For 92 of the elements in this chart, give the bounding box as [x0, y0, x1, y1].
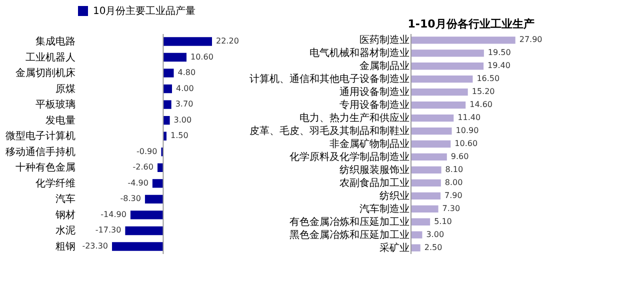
category-label: 采矿业 [380, 242, 410, 254]
bar [411, 218, 430, 226]
category-label: 汽车 [56, 194, 76, 206]
data-label: 2.50 [424, 242, 442, 252]
category-label: 水泥 [56, 226, 76, 237]
category-label: 粗钢 [56, 242, 76, 253]
data-label: -14.90 [100, 210, 126, 219]
category-label: 微型电子计算机 [6, 131, 76, 142]
data-label: -0.90 [136, 146, 158, 156]
data-label: -8.30 [120, 194, 141, 204]
category-label: 化学原料及化学制品制造业 [290, 152, 410, 163]
category-label: 医药制造业 [360, 35, 410, 46]
data-label: 3.00 [174, 115, 192, 124]
bar [163, 52, 187, 62]
legend-label: 10月份主要工业品产量 [93, 5, 196, 17]
bar [411, 244, 420, 252]
category-label: 十种有色金属 [16, 162, 76, 174]
category-label: 非金属矿物制品业 [330, 139, 410, 150]
category-label: 化学纤维 [36, 178, 76, 190]
bar [411, 62, 484, 70]
bar [411, 88, 468, 96]
bar [163, 116, 170, 125]
category-label: 移动通信手持机 [6, 146, 76, 158]
data-label: -23.30 [82, 242, 108, 251]
category-label: 金属制品业 [360, 61, 410, 72]
bar [152, 179, 164, 188]
category-label: 黑色金属冶炼和压延加工业 [290, 230, 410, 241]
category-label: 通用设备制造业 [340, 87, 410, 98]
category-label: 有色金属冶炼和压延加工业 [290, 216, 410, 228]
bar [411, 50, 484, 57]
data-label: 19.50 [488, 48, 511, 58]
bar [411, 36, 516, 44]
category-label: 汽车制造业 [360, 204, 410, 215]
bar [411, 231, 422, 238]
data-label: 10.60 [190, 52, 214, 62]
data-label: 1.50 [170, 131, 188, 140]
data-label: 4.00 [176, 84, 194, 93]
data-label: 15.20 [472, 87, 495, 96]
category-label: 平板玻璃 [36, 100, 76, 111]
category-label: 金属切削机床 [16, 68, 76, 80]
data-label: 7.90 [444, 190, 462, 200]
bar [125, 226, 164, 236]
category-label: 钢材 [56, 210, 76, 221]
category-label: 计算机、通信和其他电子设备制造业 [250, 74, 410, 86]
bar [411, 192, 441, 200]
category-label: 农副食品加工业 [340, 178, 410, 189]
bar [163, 37, 212, 46]
bar [144, 194, 164, 204]
bar [163, 68, 174, 78]
bar [411, 76, 473, 83]
data-label: 9.60 [450, 152, 469, 161]
data-label: -17.30 [95, 226, 122, 235]
bar [411, 101, 466, 109]
category-label: 电气机械和器材制造业 [310, 48, 410, 60]
category-label: 纺织服装服饰业 [340, 164, 410, 176]
data-label: 7.30 [442, 204, 460, 213]
bar [411, 114, 454, 122]
data-label: 16.50 [476, 74, 500, 84]
category-label: 原煤 [56, 84, 76, 95]
chart-title: 1-10月份各行业工业生产 [408, 18, 534, 30]
data-label: 11.40 [458, 113, 481, 122]
data-label: 27.90 [519, 35, 542, 44]
category-label: 发电量 [46, 115, 76, 126]
data-label: 4.80 [178, 68, 196, 78]
data-label: 10.90 [456, 126, 479, 136]
bar [411, 179, 441, 187]
category-label: 纺织业 [380, 190, 410, 202]
data-label: 14.60 [470, 100, 493, 110]
bar [163, 84, 172, 94]
bar [163, 100, 172, 109]
category-label: 皮革、毛皮、羽毛及其制品和制鞋业 [250, 126, 410, 138]
data-label: 3.70 [175, 100, 194, 109]
data-label: 5.10 [434, 216, 452, 226]
bar [411, 166, 442, 174]
category-label: 专用设备制造业 [340, 100, 410, 112]
data-label: 8.10 [445, 164, 464, 174]
bar [411, 153, 447, 161]
category-label: 电力、热力生产和供应业 [300, 113, 410, 124]
bar [411, 127, 452, 135]
bar [411, 205, 438, 212]
bar [112, 242, 164, 251]
data-label: -4.90 [128, 178, 148, 188]
bar [130, 210, 164, 220]
data-label: 10.60 [454, 139, 478, 148]
data-label: 3.00 [426, 230, 444, 239]
bar [411, 140, 451, 148]
category-label: 集成电路 [36, 36, 76, 48]
data-label: -2.60 [132, 162, 154, 172]
data-label: 19.40 [488, 61, 510, 70]
data-label: 8.00 [444, 178, 463, 187]
data-label: 22.20 [216, 36, 239, 46]
category-label: 工业机器人 [26, 52, 76, 64]
